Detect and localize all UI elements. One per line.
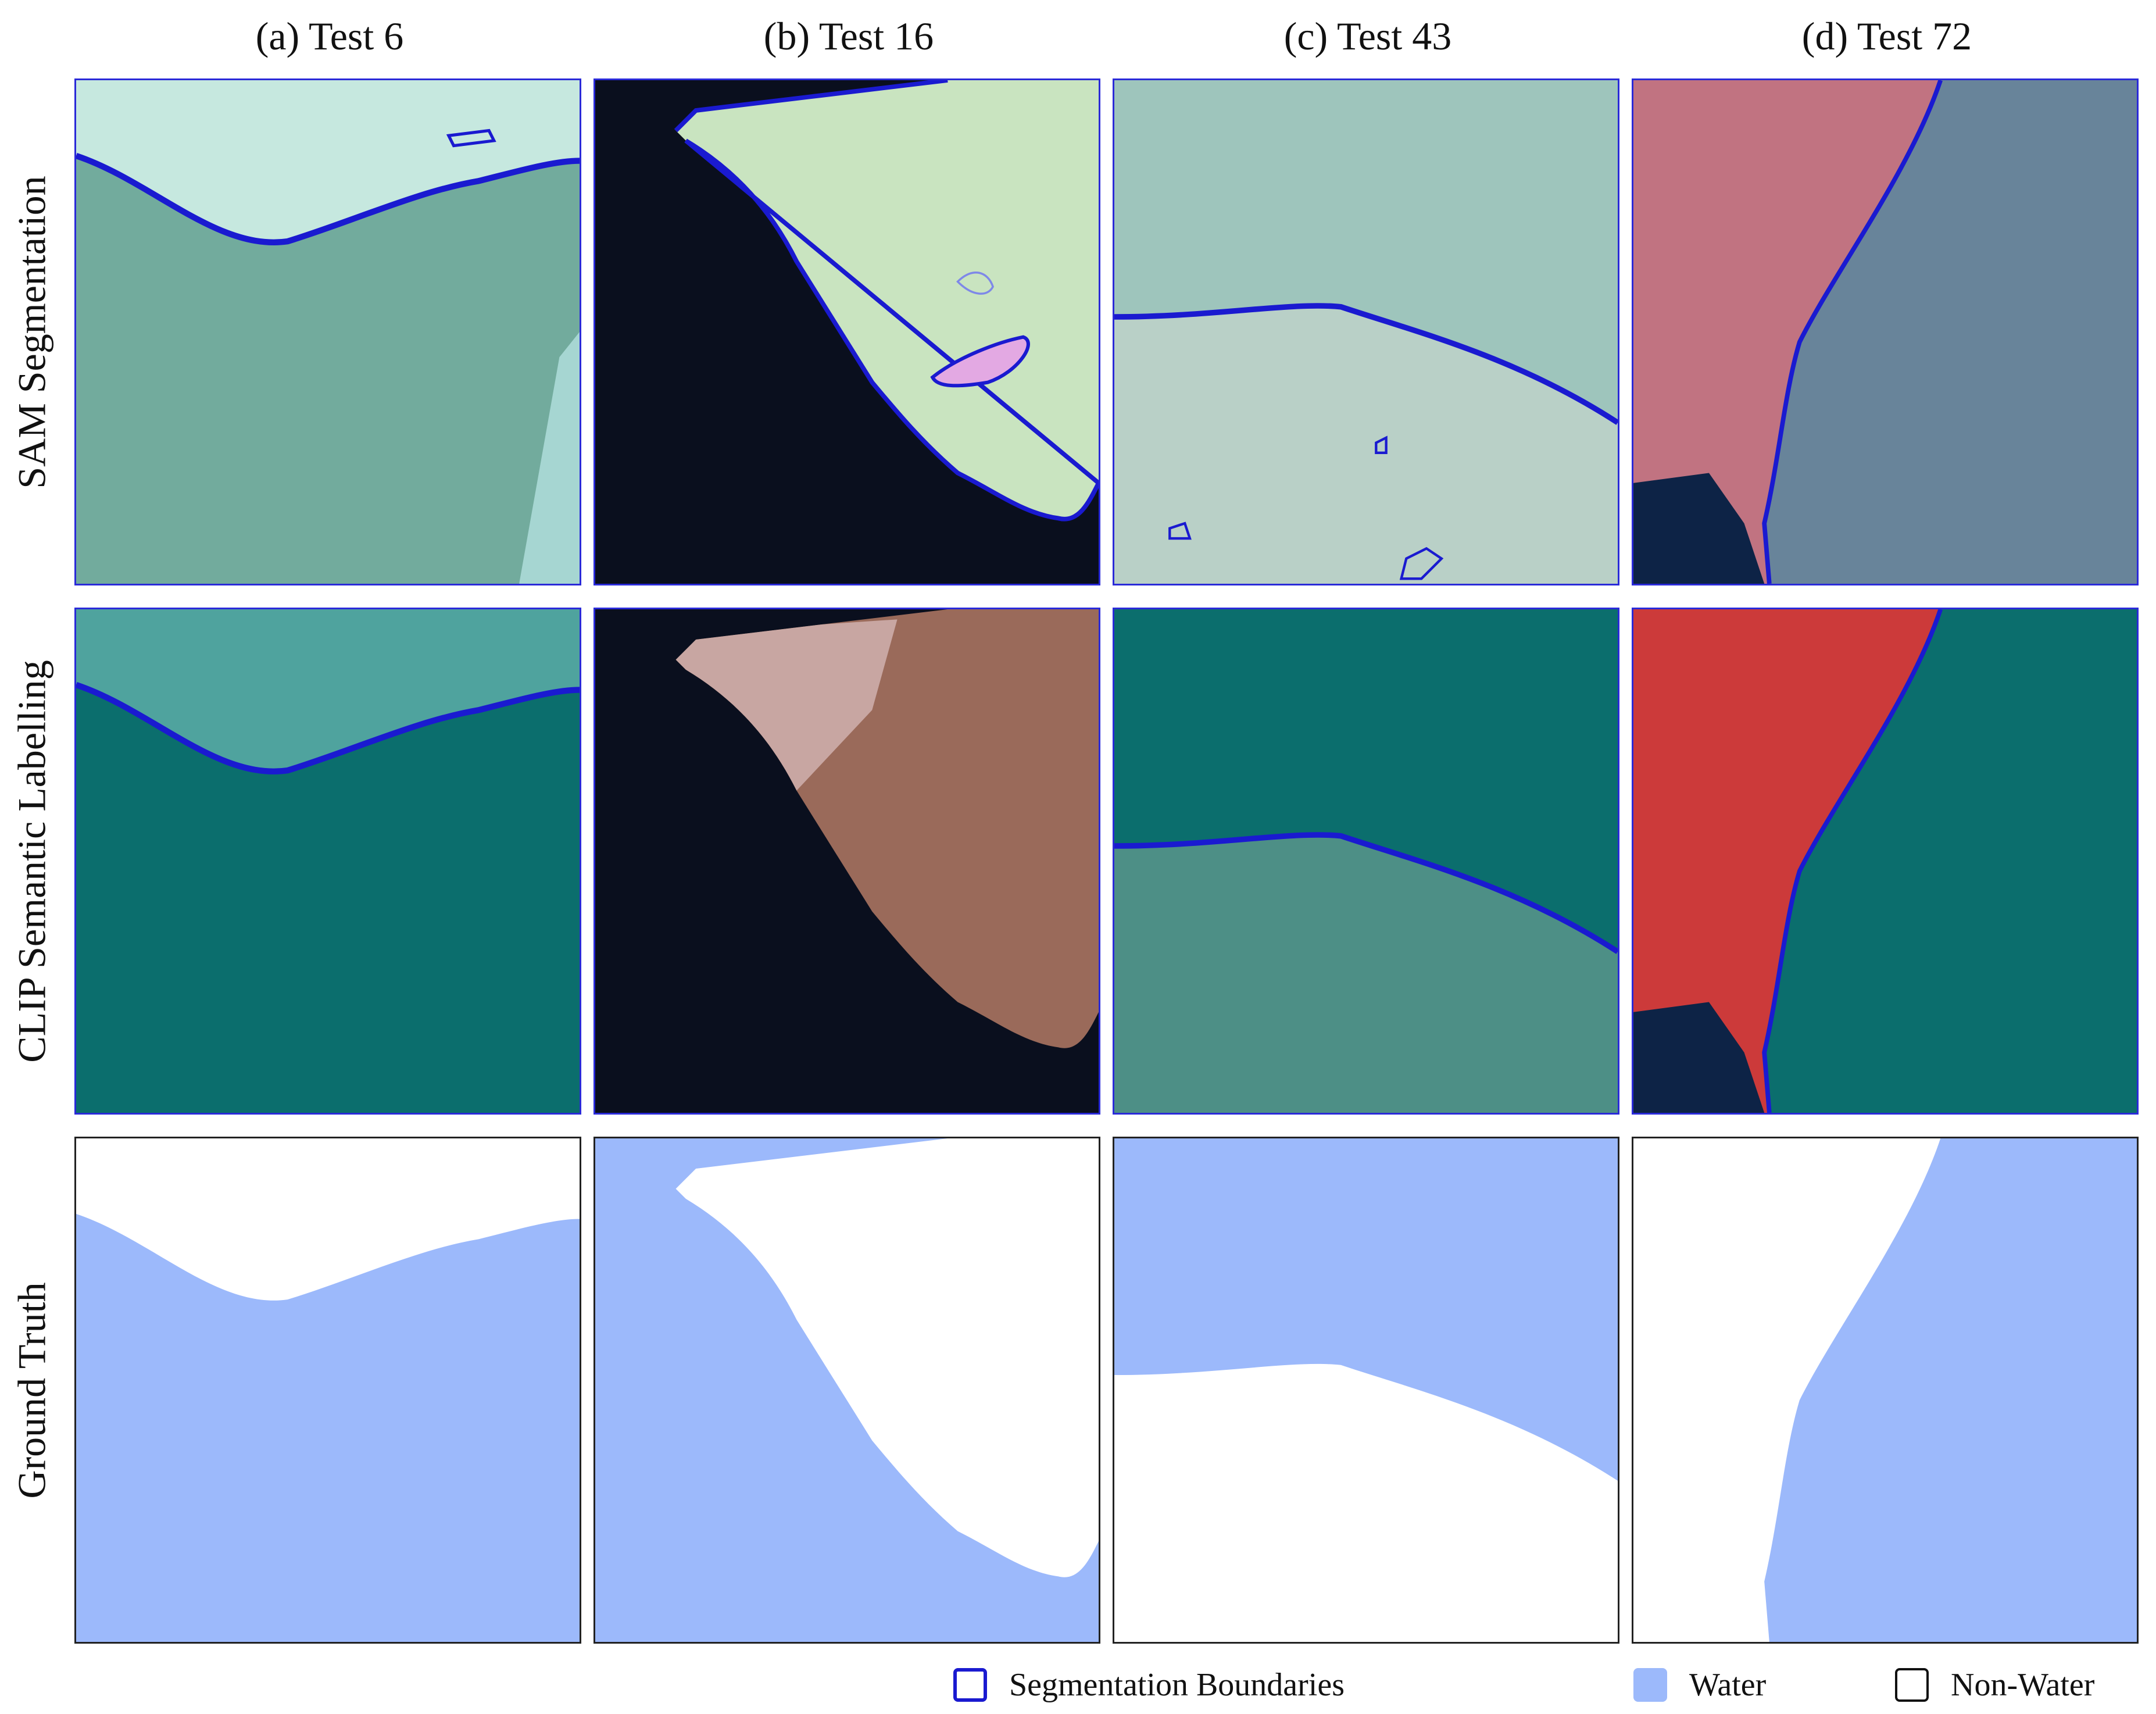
legend-label-boundary: Segmentation Boundaries — [1009, 1667, 1345, 1703]
ground-truth-panel-test-43 — [1113, 1137, 1619, 1644]
legend-item-boundary: Segmentation Boundaries — [953, 1662, 1345, 1708]
clip-panel-test-72 — [1632, 608, 2139, 1115]
sam-panel-test-43 — [1113, 78, 1619, 585]
legend-item-nonwater: Non-Water — [1895, 1662, 2094, 1708]
column-title-test-72: (d) Test 72 — [1801, 14, 1972, 58]
clip-panel-test-43 — [1113, 608, 1619, 1115]
clip-panel-test-6 — [74, 608, 581, 1115]
water-swatch-icon — [1633, 1668, 1667, 1702]
column-title-test-16: (b) Test 16 — [763, 14, 934, 58]
row-title-clip-semantic-labelling: CLIP Semantic Labelling — [9, 659, 54, 1063]
nonwater-swatch-icon — [1895, 1668, 1929, 1702]
clip-panel-test-16 — [593, 608, 1100, 1115]
row-title-ground-truth: Ground Truth — [9, 1281, 54, 1499]
column-title-test-6: (a) Test 6 — [255, 14, 404, 58]
ground-truth-panel-test-16 — [593, 1137, 1100, 1644]
row-title-sam-segmentation: SAM Segmentation — [9, 175, 54, 489]
ground-truth-panel-test-72 — [1632, 1137, 2139, 1644]
column-title-test-43: (c) Test 43 — [1283, 14, 1452, 58]
legend-item-water: Water — [1633, 1662, 1766, 1708]
boundary-swatch-icon — [953, 1668, 987, 1702]
sam-panel-test-72 — [1632, 78, 2139, 585]
sam-panel-test-16 — [593, 78, 1100, 585]
sam-panel-test-6 — [74, 78, 581, 585]
legend-label-water: Water — [1689, 1667, 1767, 1703]
legend-label-nonwater: Non-Water — [1951, 1667, 2095, 1703]
ground-truth-panel-test-6 — [74, 1137, 581, 1644]
